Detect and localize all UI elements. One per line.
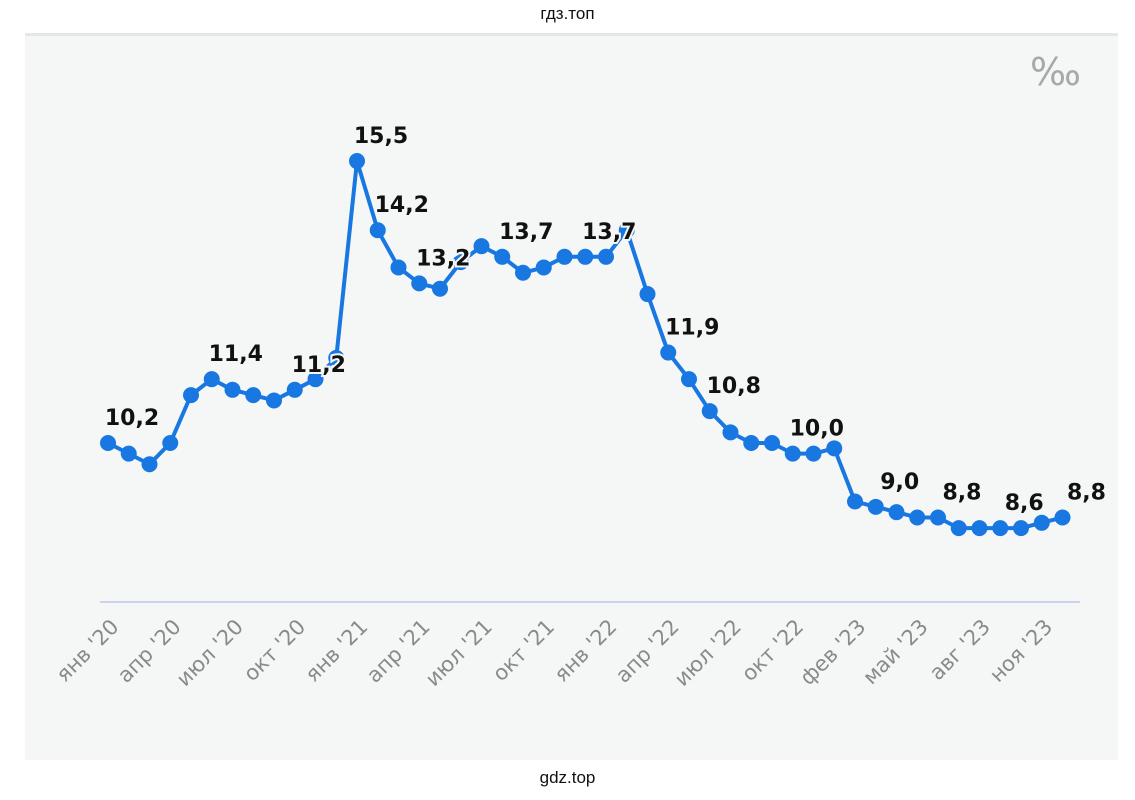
data-point	[701, 403, 718, 420]
x-tick-label: июл '21	[421, 615, 497, 691]
data-point	[598, 248, 614, 265]
x-tick-label: авг '23	[925, 615, 995, 685]
data-label: 10,2	[105, 406, 159, 431]
data-point	[847, 493, 863, 510]
data-point	[515, 264, 531, 281]
unit-label: ‰	[1030, 50, 1081, 94]
x-tick-label: май '23	[858, 615, 933, 690]
watermark-top: гдз.топ	[540, 4, 595, 23]
data-point	[805, 445, 822, 462]
x-tick-label: янв '22	[549, 615, 621, 687]
data-point	[203, 371, 220, 388]
data-point	[183, 387, 199, 404]
data-point	[556, 248, 573, 265]
data-point	[494, 248, 511, 265]
data-point	[266, 392, 282, 409]
data-point	[826, 440, 843, 457]
data-point	[930, 509, 946, 526]
data-point	[224, 381, 241, 398]
data-label: 15,5	[354, 124, 408, 149]
data-label: 11,4	[209, 342, 263, 367]
data-point	[286, 381, 303, 398]
data-point	[722, 424, 739, 441]
data-point	[577, 248, 594, 265]
data-point	[950, 520, 967, 537]
data-point	[245, 387, 262, 404]
x-tick-label: ноя '23	[985, 615, 1057, 687]
data-point	[369, 222, 386, 239]
data-point	[120, 445, 137, 462]
data-point	[390, 259, 407, 276]
data-point	[328, 349, 345, 366]
data-label: 13,7	[582, 220, 636, 245]
data-label: 8,6	[1005, 491, 1044, 516]
x-tick-label: окт '21	[488, 615, 559, 686]
data-label: 9,0	[880, 470, 919, 495]
data-point	[162, 435, 179, 451]
data-point	[618, 222, 635, 239]
x-tick-label: июл '22	[670, 615, 746, 691]
data-label: 11,9	[665, 316, 719, 341]
data-label: 13,2	[416, 246, 470, 271]
data-point	[473, 238, 490, 255]
data-point	[432, 280, 448, 297]
data-point	[639, 286, 656, 303]
watermark-bottom: gdz.top	[539, 768, 596, 787]
data-point	[764, 435, 780, 451]
data-point	[141, 456, 158, 473]
data-point	[909, 509, 926, 526]
data-label: 13,7	[499, 220, 553, 245]
data-point	[307, 371, 324, 388]
data-point	[1033, 514, 1050, 531]
data-point	[411, 275, 428, 292]
data-label: 8,8	[1067, 480, 1106, 505]
data-point	[888, 504, 905, 521]
data-point	[1013, 520, 1029, 537]
data-label: 10,8	[707, 374, 761, 399]
data-point	[971, 520, 988, 537]
data-point	[743, 435, 760, 451]
x-tick-label: янв '20	[51, 615, 123, 687]
data-label: 14,2	[375, 193, 429, 218]
data-point	[660, 344, 677, 361]
data-point	[1054, 509, 1071, 526]
data-point	[100, 435, 116, 451]
x-tick-label: янв '21	[300, 615, 372, 687]
data-label: 8,8	[943, 480, 982, 505]
data-point	[535, 259, 552, 276]
data-point	[784, 445, 801, 462]
x-tick-label: июл '20	[172, 615, 248, 691]
data-point	[452, 254, 469, 271]
data-point	[681, 371, 697, 388]
data-point	[349, 153, 365, 170]
data-label: 11,2	[292, 353, 346, 378]
data-label: 10,0	[790, 417, 844, 442]
x-tick-label: окт '20	[239, 615, 310, 686]
data-point	[992, 520, 1009, 537]
x-tick-label: фев '23	[795, 615, 870, 690]
chart-panel	[25, 33, 1118, 760]
data-point	[867, 498, 884, 515]
